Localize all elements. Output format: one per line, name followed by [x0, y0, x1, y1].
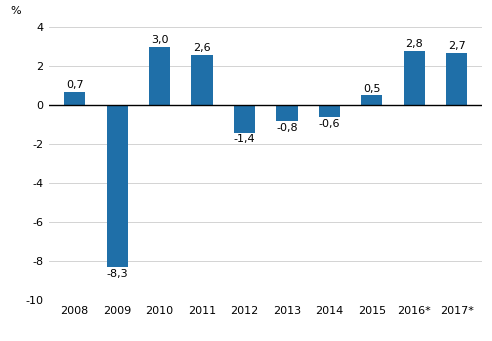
- Bar: [361, 95, 382, 105]
- Text: 0,7: 0,7: [66, 80, 84, 90]
- Bar: [277, 105, 298, 121]
- Text: 2,7: 2,7: [448, 41, 465, 51]
- Text: 2,6: 2,6: [193, 43, 211, 53]
- Bar: [64, 92, 85, 105]
- Text: -8,3: -8,3: [106, 269, 128, 279]
- Text: 2,8: 2,8: [405, 39, 423, 49]
- Bar: [191, 55, 213, 105]
- Bar: [403, 51, 425, 105]
- Bar: [234, 105, 255, 133]
- Bar: [446, 53, 467, 105]
- Text: -0,6: -0,6: [319, 119, 340, 129]
- Text: 0,5: 0,5: [363, 84, 380, 93]
- Text: -1,4: -1,4: [234, 134, 255, 145]
- Bar: [106, 105, 128, 267]
- Text: 3,0: 3,0: [151, 35, 168, 45]
- Text: %: %: [10, 6, 21, 16]
- Bar: [149, 47, 170, 105]
- Text: -0,8: -0,8: [276, 123, 298, 133]
- Bar: [319, 105, 340, 117]
